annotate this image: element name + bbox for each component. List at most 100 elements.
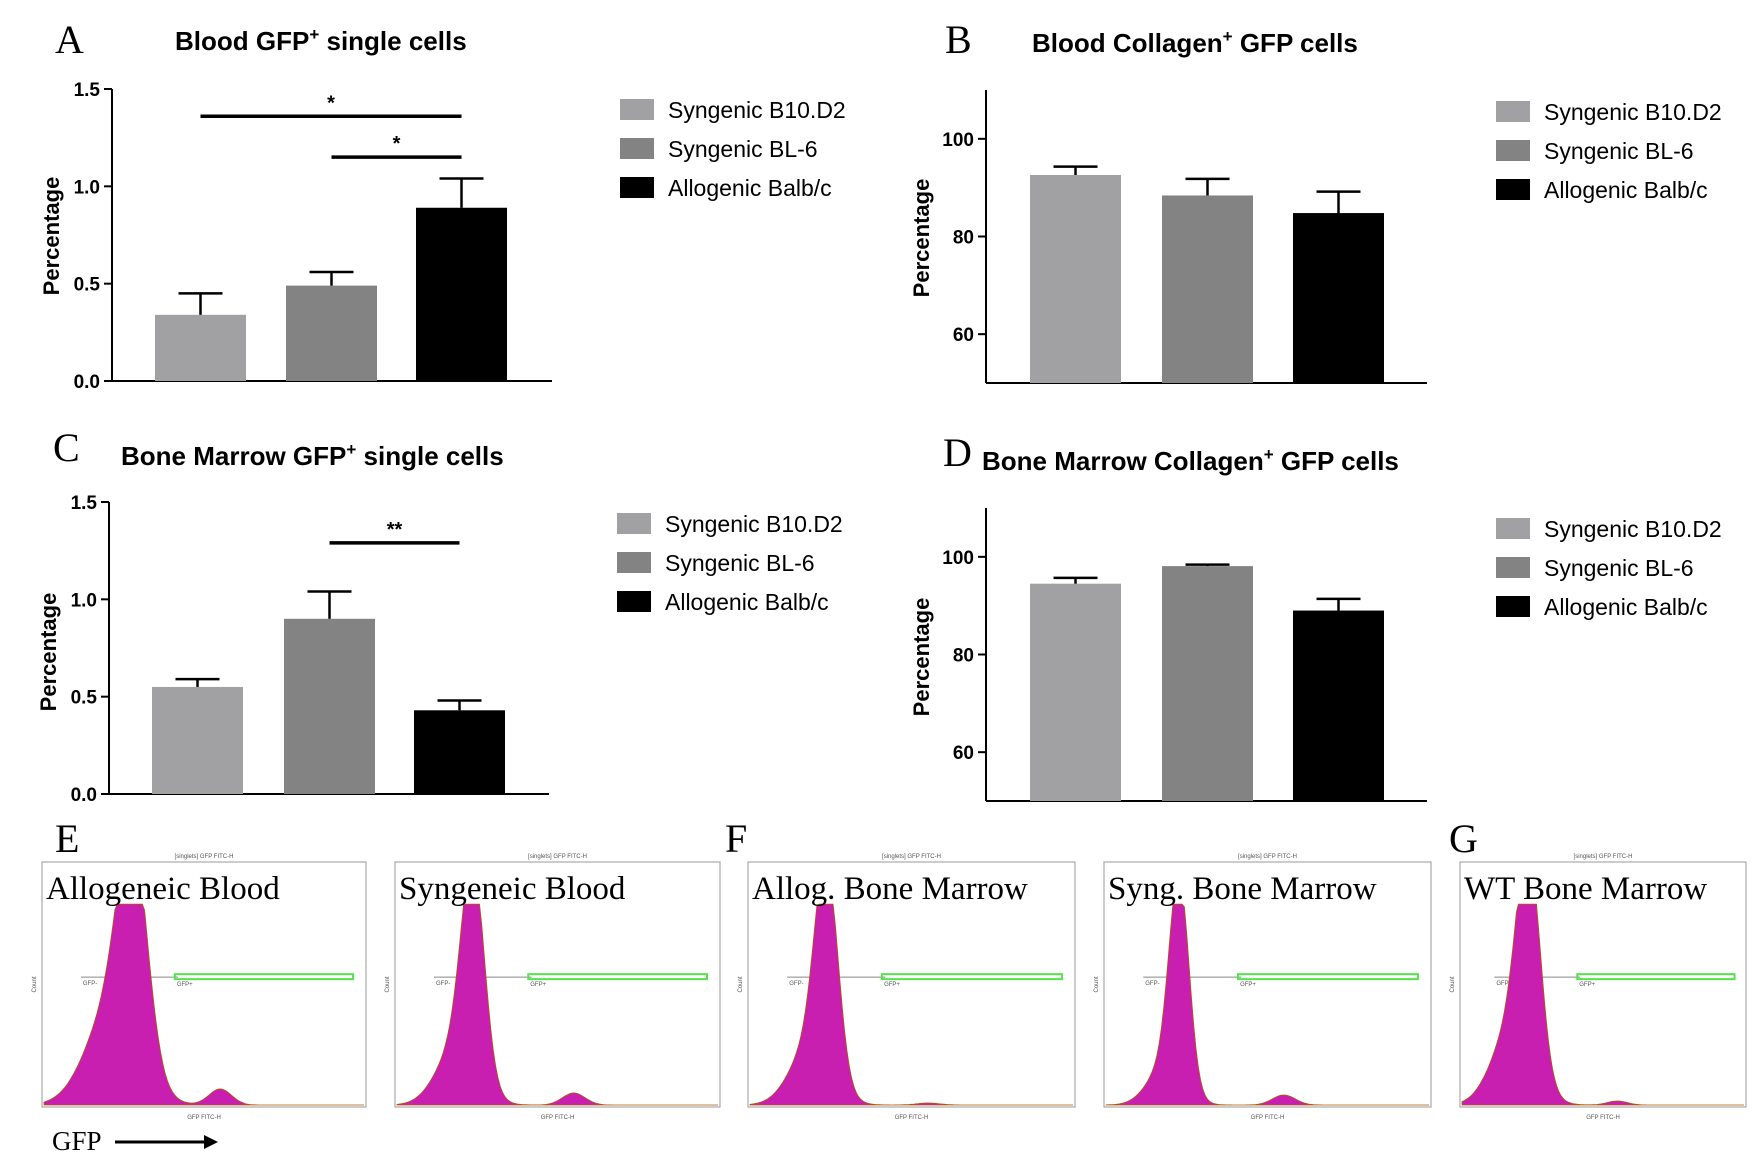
gate-negative-label: GFP-: [83, 981, 97, 987]
legend-swatch-bl6: [617, 552, 651, 573]
histogram-plot: [singlets] GFP FITC-H GFP- GFP+ GFP FITC-H C…: [738, 854, 1076, 1121]
bar: [1030, 174, 1121, 383]
histogram-title: Syngeneic Blood: [399, 871, 626, 907]
y-tick-label: 60: [953, 325, 974, 346]
significance-label: **: [387, 519, 403, 541]
y-tick-label: 0.5: [71, 688, 98, 709]
legend-label: Syngenic BL-6: [665, 550, 815, 576]
histogram-plot: [singlets] GFP FITC-H GFP- GFP+ GFP FITC-H C…: [32, 854, 367, 1121]
histogram-plot: [singlets] GFP FITC-H GFP- GFP+ GFP FITC-H C…: [385, 854, 721, 1121]
chart-b-ylabel: Percentage: [909, 179, 934, 298]
bar: [155, 314, 246, 381]
significance-label: *: [393, 133, 401, 155]
chart-a-ylabel: Percentage: [39, 177, 64, 296]
histogram-curve: [1461, 903, 1744, 1106]
legend-swatch-balb: [1496, 596, 1530, 617]
gate-negative-label: GFP-: [1496, 981, 1510, 987]
y-tick-label: 0.0: [71, 785, 97, 806]
chart-a-legend: Syngenic B10.D2 Syngenic BL-6 Allogenic …: [620, 97, 846, 201]
histogram-title: Allogeneic Blood: [46, 871, 280, 907]
histogram-ylabel: Count: [1450, 976, 1456, 992]
panel-letter-g: G: [1449, 816, 1478, 861]
y-tick-label: 1.0: [74, 177, 100, 198]
chart-b-plot: 60 80 100: [942, 90, 1427, 384]
histogram-xlabel: GFP FITC-H: [895, 1115, 929, 1121]
gate-positive: [527, 973, 708, 981]
legend-label: Allogenic Balb/c: [668, 175, 832, 201]
histogram-plot: [singlets] GFP FITC-H GFP- GFP+ GFP FITC-H C…: [1450, 854, 1747, 1121]
bar: [1293, 610, 1384, 801]
histogram-curve: [43, 903, 364, 1106]
y-tick-label: 60: [953, 743, 974, 764]
gate-positive-label: GFP+: [1579, 982, 1595, 988]
legend-swatch-balb: [617, 591, 651, 612]
histogram-title: Allog. Bone Marrow: [752, 871, 1028, 907]
histogram-curve: [1105, 903, 1429, 1106]
histogram-xlabel: GFP FITC-H: [1586, 1115, 1620, 1121]
gfp-axis-note: GFP: [52, 1126, 102, 1156]
gate-negative-label: GFP-: [1145, 981, 1159, 987]
chart-c-ylabel: Percentage: [36, 593, 61, 712]
chart-d-ylabel: Percentage: [909, 598, 934, 717]
histogram-header: [singlets] GFP FITC-H: [175, 854, 234, 860]
chart-a-plot: 0.0 0.5 1.0 1.5 * *: [74, 80, 552, 393]
chart-c-legend: Syngenic B10.D2 Syngenic BL-6 Allogenic …: [617, 511, 843, 615]
y-tick-label: 0.5: [74, 275, 101, 296]
histogram-ylabel: Count: [32, 976, 38, 992]
chart-c-plot: 0.0 0.5 1.0 1.5 **: [71, 493, 549, 806]
gate-positive: [881, 973, 1063, 981]
chart-d-legend: Syngenic B10.D2 Syngenic BL-6 Allogenic …: [1496, 516, 1722, 620]
legend-label: Allogenic Balb/c: [1544, 177, 1708, 203]
panel-letter-d: D: [943, 430, 972, 475]
gate-negative-label: GFP-: [789, 981, 803, 987]
legend-swatch-b10: [1496, 518, 1530, 539]
histogram-title: Syng. Bone Marrow: [1108, 871, 1377, 907]
histogram-header: [singlets] GFP FITC-H: [1238, 854, 1297, 860]
legend-swatch-balb: [1496, 179, 1530, 200]
legend-swatch-bl6: [1496, 557, 1530, 578]
gate-positive: [173, 973, 355, 981]
legend-label: Allogenic Balb/c: [665, 589, 829, 615]
bar: [1293, 213, 1384, 383]
chart-c-title: Bone Marrow GFP+ single cells: [121, 440, 504, 471]
histogram-header: [singlets] GFP FITC-H: [528, 854, 587, 860]
histogram-xlabel: GFP FITC-H: [1251, 1115, 1285, 1121]
panel-letter-b: B: [945, 17, 972, 62]
gate-negative-label: GFP-: [436, 981, 450, 987]
histogram-row: [singlets] GFP FITC-H GFP- GFP+ GFP FITC-H C…: [32, 854, 1747, 1121]
histogram-title: WT Bone Marrow: [1464, 871, 1707, 907]
gate-positive: [1237, 973, 1419, 981]
y-tick-label: 80: [953, 646, 974, 667]
legend-label: Syngenic B10.D2: [665, 511, 843, 537]
legend-label: Syngenic B10.D2: [1544, 516, 1722, 542]
legend-swatch-b10: [617, 513, 651, 534]
histogram-plot: [singlets] GFP FITC-H GFP- GFP+ GFP FITC-H C…: [1094, 854, 1432, 1121]
legend-label: Syngenic BL-6: [668, 136, 818, 162]
chart-d-plot: 60 80 100: [942, 508, 1427, 802]
histogram-ylabel: Count: [1094, 976, 1100, 992]
panel-letter-c: C: [53, 425, 80, 470]
histogram-header: [singlets] GFP FITC-H: [1574, 854, 1633, 860]
bar: [1162, 195, 1253, 383]
y-tick-label: 1.5: [71, 493, 98, 514]
chart-b-title: Blood Collagen+ GFP cells: [1032, 27, 1358, 58]
histogram-header: [singlets] GFP FITC-H: [882, 854, 941, 860]
bar: [152, 686, 243, 794]
legend-label: Syngenic B10.D2: [668, 97, 846, 123]
legend-label: Syngenic BL-6: [1544, 138, 1694, 164]
gate-positive: [1576, 973, 1736, 981]
bar: [416, 207, 507, 381]
arrow-right-icon: [204, 1135, 218, 1149]
bar: [414, 710, 505, 794]
legend-swatch-bl6: [620, 138, 654, 159]
bar: [1162, 566, 1253, 801]
histogram-ylabel: Count: [738, 976, 744, 992]
y-tick-label: 80: [953, 228, 974, 249]
histogram-curve: [749, 903, 1073, 1106]
legend-label: Syngenic BL-6: [1544, 555, 1694, 581]
legend-label: Syngenic B10.D2: [1544, 99, 1722, 125]
gate-positive-label: GFP+: [177, 982, 193, 988]
chart-d-title: Bone Marrow Collagen+ GFP cells: [982, 445, 1399, 476]
gate-positive-label: GFP+: [884, 982, 900, 988]
